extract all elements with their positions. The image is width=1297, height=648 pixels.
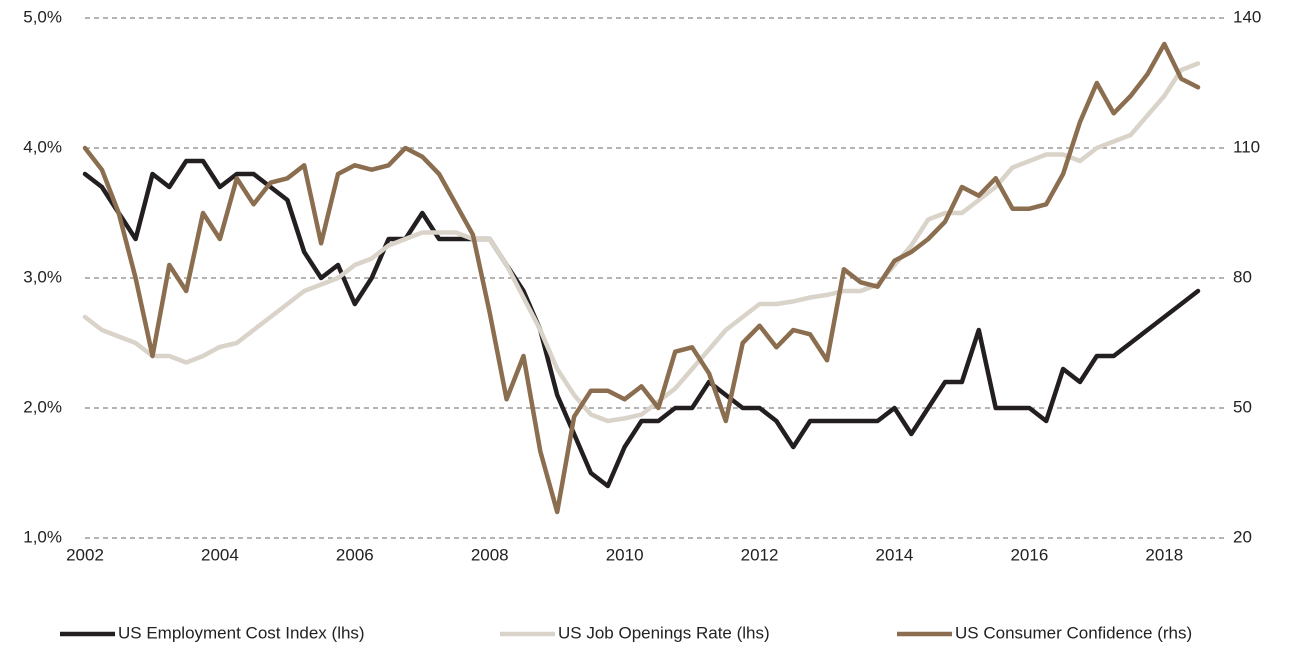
y-tick-label: 4,0% bbox=[23, 137, 62, 156]
x-tick-label: 2016 bbox=[1010, 545, 1048, 564]
y2-tick-label: 20 bbox=[1233, 527, 1252, 546]
series-line bbox=[82, 158, 1201, 489]
legend-label: US Job Openings Rate (lhs) bbox=[558, 623, 770, 642]
x-tick-label: 2004 bbox=[201, 545, 239, 564]
x-tick-label: 2014 bbox=[876, 545, 914, 564]
y2-tick-label: 80 bbox=[1233, 267, 1252, 286]
series-line bbox=[82, 41, 1201, 515]
x-tick-label: 2018 bbox=[1145, 545, 1183, 564]
y-tick-label: 3,0% bbox=[23, 267, 62, 286]
y2-tick-label: 140 bbox=[1233, 7, 1261, 26]
x-tick-label: 2002 bbox=[66, 545, 104, 564]
y2-tick-label: 110 bbox=[1233, 137, 1260, 156]
legend-label: US Consumer Confidence (rhs) bbox=[955, 623, 1192, 642]
legend-label: US Employment Cost Index (lhs) bbox=[118, 623, 365, 642]
y-tick-label: 5,0% bbox=[23, 7, 62, 26]
x-tick-label: 2012 bbox=[741, 545, 779, 564]
y-tick-label: 2,0% bbox=[23, 397, 62, 416]
series-line bbox=[82, 61, 1201, 424]
x-tick-label: 2008 bbox=[471, 545, 509, 564]
y2-tick-label: 50 bbox=[1233, 397, 1252, 416]
x-tick-label: 2006 bbox=[336, 545, 374, 564]
x-tick-label: 2010 bbox=[606, 545, 644, 564]
y-tick-label: 1,0% bbox=[23, 527, 62, 546]
